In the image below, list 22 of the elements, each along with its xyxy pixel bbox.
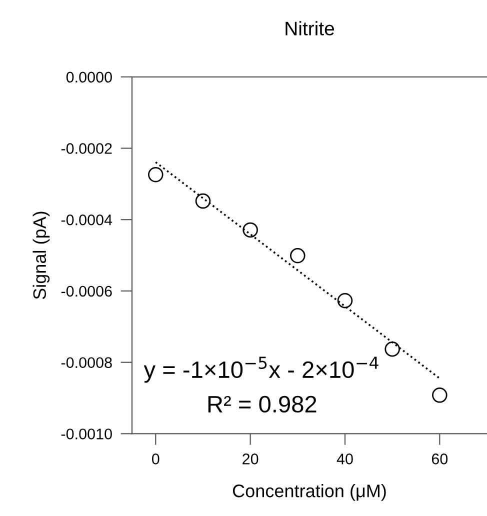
x-tick-label: 0 <box>152 454 160 464</box>
y-tick-label: -0.0002 <box>61 143 112 154</box>
point <box>148 167 164 182</box>
point <box>337 292 353 308</box>
point <box>242 222 258 238</box>
y-tick-label: -0.0006 <box>61 286 112 297</box>
y-tick-label: -0.0010 <box>61 428 112 440</box>
x-tick-label: 60 <box>432 454 448 464</box>
point <box>432 388 448 403</box>
x-tick-label: 20 <box>242 454 258 464</box>
y-tick-label: -0.0008 <box>61 357 112 368</box>
y-tick-label: 0.0000 <box>66 72 112 83</box>
point <box>384 341 400 357</box>
chart-title: Nitrite <box>286 21 334 36</box>
y-axis-title: Signal (pA) <box>32 212 50 300</box>
annotation: R² = 0.982 <box>208 396 316 413</box>
annotation: y = -1×10$^{−5}$x - 2×10$^{−4}$ <box>144 356 378 383</box>
x-axis-title: Concentration (μM) <box>232 484 386 501</box>
point <box>290 248 306 264</box>
y-tick-label: -0.0004 <box>61 214 112 226</box>
x-tick-label: 40 <box>336 454 353 464</box>
point <box>195 193 211 209</box>
